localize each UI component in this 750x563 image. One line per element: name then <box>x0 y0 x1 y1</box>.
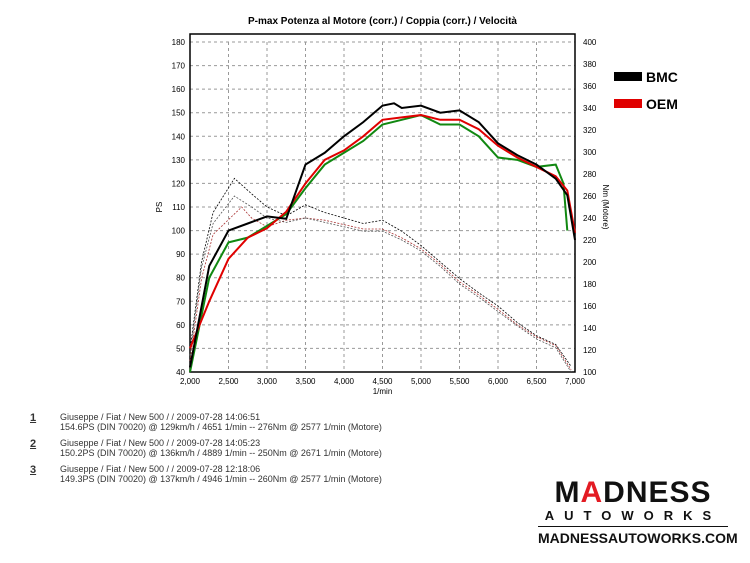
y2-tick-label: 100 <box>583 368 597 377</box>
x-tick-label: 7,000 <box>565 377 586 386</box>
y-tick-label: 170 <box>172 62 186 71</box>
logo-text-accent: A <box>580 476 604 509</box>
x-tick-label: 3,000 <box>257 377 278 386</box>
run-number[interactable]: 2 <box>30 438 37 450</box>
legend-swatch <box>614 99 642 108</box>
power-line-bmc <box>189 102 576 368</box>
y2-tick-label: 380 <box>583 60 597 69</box>
y-tick-label: 140 <box>172 132 186 141</box>
x-tick-label: 6,000 <box>488 377 509 386</box>
run-info: Giuseppe / Fiat / New 500 / / 2009-07-28… <box>60 438 261 448</box>
y2-tick-label: 120 <box>583 346 597 355</box>
torque-line-run-3 <box>189 195 572 373</box>
legend-swatch <box>614 72 642 81</box>
y2-tick-label: 320 <box>583 126 597 135</box>
legend-label: OEM <box>646 96 678 112</box>
logo-text: M <box>554 476 581 509</box>
plot-frame <box>189 33 576 373</box>
y-tick-label: 40 <box>176 368 185 377</box>
y-tick-label: 80 <box>176 274 185 283</box>
madness-logo: MADNESS AUTOWORKS MADNESSAUTOWORKS.COM <box>538 476 738 546</box>
y-tick-label: 150 <box>172 109 186 118</box>
y2-tick-label: 200 <box>583 258 597 267</box>
run-info: Giuseppe / Fiat / New 500 / / 2009-07-28… <box>60 464 261 474</box>
x-tick-label: 5,500 <box>449 377 470 386</box>
power-line-run-3 <box>189 114 569 373</box>
y-tick-label: 60 <box>176 321 185 330</box>
dyno-chart: P-max Potenza al Motore (corr.) / Coppia… <box>155 16 678 396</box>
run-list: 1 Giuseppe / Fiat / New 500 / / 2009-07-2… <box>30 412 382 490</box>
y-tick-label: 90 <box>176 250 185 259</box>
y-tick-label: 110 <box>172 203 185 212</box>
x-tick-label: 5,000 <box>411 377 432 386</box>
y-tick-label: 120 <box>172 179 186 188</box>
run-item: 2 Giuseppe / Fiat / New 500 / / 2009-07-2… <box>30 438 382 458</box>
x-tick-label: 3,500 <box>295 377 316 386</box>
y-tick-label: 70 <box>176 297 185 306</box>
x-tick-label: 4,500 <box>372 377 393 386</box>
y2-tick-label: 260 <box>583 192 597 201</box>
run-info: Giuseppe / Fiat / New 500 / / 2009-07-28… <box>60 412 261 422</box>
y-tick-label: 130 <box>172 156 186 165</box>
run-item: 3 Giuseppe / Fiat / New 500 / / 2009-07-2… <box>30 464 382 484</box>
power-line-oem <box>189 114 576 349</box>
run-number[interactable]: 3 <box>30 464 37 476</box>
y-tick-label: 160 <box>172 85 186 94</box>
y2-tick-label: 140 <box>583 324 597 333</box>
run-number[interactable]: 1 <box>30 412 37 424</box>
run-result: 149.3PS (DIN 70020) @ 137km/h / 4946 1/m… <box>60 474 382 484</box>
y2-tick-label: 220 <box>583 236 597 245</box>
chart-title: P-max Potenza al Motore (corr.) / Coppia… <box>248 16 517 27</box>
logo-text: DNESS <box>603 476 712 509</box>
run-item: 1 Giuseppe / Fiat / New 500 / / 2009-07-2… <box>30 412 382 432</box>
y2-tick-label: 300 <box>583 148 597 157</box>
y-tick-label: 100 <box>172 227 186 236</box>
y2-axis-label: Nm (Motore) <box>601 185 610 230</box>
y2-tick-label: 280 <box>583 170 597 179</box>
x-tick-label: 2,000 <box>180 377 201 386</box>
run-result: 154.6PS (DIN 70020) @ 129km/h / 4651 1/m… <box>60 422 382 432</box>
x-tick-label: 4,000 <box>334 377 355 386</box>
y-tick-label: 50 <box>176 344 185 353</box>
y-tick-label: 180 <box>172 38 186 47</box>
torque-line-oem <box>189 206 572 371</box>
y2-tick-label: 180 <box>583 280 597 289</box>
y2-tick-label: 360 <box>583 82 597 91</box>
y2-tick-label: 400 <box>583 38 597 47</box>
y-axis-label: PS <box>155 202 164 213</box>
x-tick-label: 6,500 <box>526 377 547 386</box>
x-tick-label: 2,500 <box>218 377 239 386</box>
x-axis-label: 1/min <box>373 387 393 396</box>
y2-tick-label: 240 <box>583 214 597 223</box>
logo-subtitle: AUTOWORKS <box>538 508 728 527</box>
y2-tick-label: 340 <box>583 104 597 113</box>
run-result: 150.2PS (DIN 70020) @ 136km/h / 4889 1/m… <box>60 448 382 458</box>
torque-line-bmc <box>189 177 572 367</box>
y2-tick-label: 160 <box>583 302 597 311</box>
logo-url: MADNESSAUTOWORKS.COM <box>538 530 738 546</box>
legend-label: BMC <box>646 69 678 85</box>
